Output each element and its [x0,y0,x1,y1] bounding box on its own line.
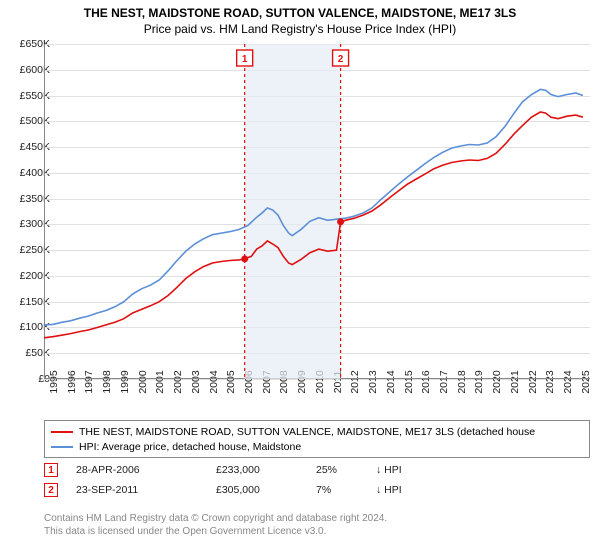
event-id: 2 [48,485,54,496]
legend-swatch [51,431,73,433]
chart-svg: 12 [44,44,590,379]
legend-item-hpi: HPI: Average price, detached house, Maid… [51,439,583,454]
legend-label: THE NEST, MAIDSTONE ROAD, SUTTON VALENCE… [79,426,535,438]
event-date: 28-APR-2006 [76,464,216,476]
events-table: 1 28-APR-2006 £233,000 25% ↓ HPI 2 23-SE… [44,460,590,500]
event-dir: ↓ HPI [376,484,456,496]
svg-text:2: 2 [338,54,344,65]
event-price: £233,000 [216,464,316,476]
title-line1: THE NEST, MAIDSTONE ROAD, SUTTON VALENCE… [4,6,596,20]
event-badge: 2 [44,483,58,497]
footnote-line2: This data is licensed under the Open Gov… [44,526,590,539]
event-price: £305,000 [216,484,316,496]
legend-label: HPI: Average price, detached house, Maid… [79,441,301,453]
event-pct: 7% [316,484,376,496]
event-dir: ↓ HPI [376,464,456,476]
chart-container: THE NEST, MAIDSTONE ROAD, SUTTON VALENCE… [0,0,600,560]
legend: THE NEST, MAIDSTONE ROAD, SUTTON VALENCE… [44,420,590,458]
event-row: 2 23-SEP-2011 £305,000 7% ↓ HPI [44,480,590,500]
title-block: THE NEST, MAIDSTONE ROAD, SUTTON VALENCE… [0,0,600,38]
event-badge: 1 [44,463,58,477]
legend-swatch [51,446,73,448]
footnote-line1: Contains HM Land Registry data © Crown c… [44,513,590,526]
legend-item-price-paid: THE NEST, MAIDSTONE ROAD, SUTTON VALENCE… [51,424,583,439]
footnote: Contains HM Land Registry data © Crown c… [44,513,590,538]
title-line2: Price paid vs. HM Land Registry's House … [4,22,596,36]
event-pct: 25% [316,464,376,476]
svg-text:1: 1 [242,54,248,65]
event-id: 1 [48,465,54,476]
event-row: 1 28-APR-2006 £233,000 25% ↓ HPI [44,460,590,480]
event-date: 23-SEP-2011 [76,484,216,496]
